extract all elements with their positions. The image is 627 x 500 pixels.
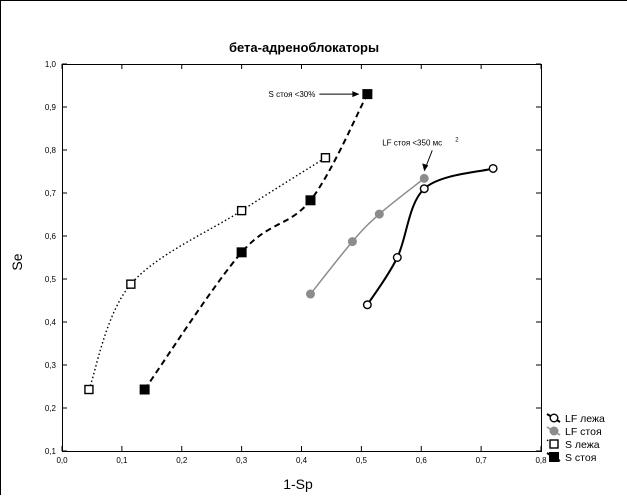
x-tick-label: 0,4 (296, 456, 308, 465)
data-point (364, 301, 372, 309)
y-tick-label: 0,1 (45, 447, 57, 456)
annotation-s-stand: S стоя <30% (269, 90, 316, 99)
data-point (394, 254, 402, 262)
y-tick-label: 0,9 (45, 103, 57, 112)
legend-label-1: LF стоя (565, 426, 602, 438)
x-tick-label: 0,0 (56, 456, 68, 465)
y-axis-label: Se (9, 253, 25, 270)
legend-label-0: LF лежа (565, 413, 605, 425)
y-tick-label: 1,0 (45, 60, 57, 69)
data-point (348, 238, 356, 246)
data-point (237, 248, 246, 257)
legend-marker-3 (550, 453, 559, 462)
data-point (363, 90, 372, 99)
data-point (321, 154, 329, 162)
data-point (140, 385, 149, 394)
y-tick-label: 0,2 (45, 404, 57, 413)
y-tick-label: 0,8 (45, 146, 57, 155)
legend-marker-1 (550, 427, 558, 435)
data-point (375, 210, 383, 218)
data-point (306, 290, 314, 298)
x-tick-label: 0,8 (535, 456, 547, 465)
x-tick-label: 0,1 (116, 456, 128, 465)
x-axis-label: 1-Sp (283, 476, 313, 492)
y-tick-label: 0,7 (45, 189, 57, 198)
data-point (306, 196, 315, 205)
legend-label-2: S лежа (565, 439, 600, 451)
x-tick-label: 0,6 (416, 456, 428, 465)
y-tick-label: 0,5 (45, 275, 57, 284)
legend-label-3: S стоя (565, 452, 596, 464)
data-point (420, 174, 428, 182)
data-point (489, 165, 497, 173)
data-point (238, 207, 246, 215)
x-tick-label: 0,7 (476, 456, 488, 465)
x-tick-label: 0,5 (356, 456, 368, 465)
y-tick-label: 0,4 (45, 318, 57, 327)
y-tick-label: 0,3 (45, 361, 57, 370)
x-tick-label: 0,3 (236, 456, 248, 465)
data-point (127, 280, 135, 288)
data-point (420, 185, 428, 193)
x-tick-label: 0,2 (176, 456, 188, 465)
legend-marker-2 (550, 440, 558, 448)
chart-title: бета-адреноблокаторы (229, 40, 379, 55)
legend-marker-0 (550, 414, 558, 422)
annotation-lf-stand: LF стоя <350 мс (382, 138, 442, 147)
data-point (85, 386, 93, 394)
y-tick-label: 0,6 (45, 232, 57, 241)
